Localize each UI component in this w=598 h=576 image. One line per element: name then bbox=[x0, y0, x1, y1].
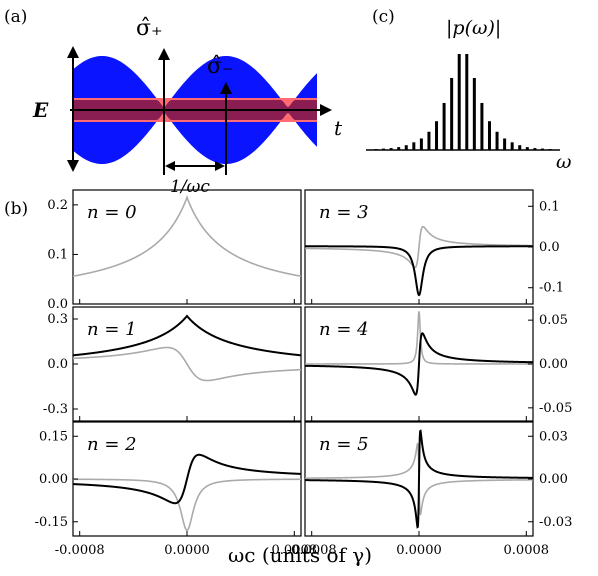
time-label: t bbox=[334, 116, 343, 140]
subplot-label: n = 1 bbox=[87, 319, 137, 340]
ytick-label: 0.0 bbox=[47, 357, 68, 372]
xtick-label: 0.0000 bbox=[396, 543, 442, 558]
subplot-n2: 0.15 0.00 -0.15 -0.0008 0.0000 0.0008 n = 2 bbox=[35, 421, 318, 558]
subplot-grid: 0.20.10.0n = 0 0.10.0-0.1n = 30.30.0-0.3n… bbox=[35, 189, 572, 558]
xtick-label: 0.0000 bbox=[164, 543, 210, 558]
panel-c: (c) |p(ω)| ω bbox=[366, 7, 572, 173]
period-arrow-right bbox=[215, 161, 225, 171]
panel-b-label: (b) bbox=[4, 199, 28, 219]
series-line-1 bbox=[73, 453, 301, 505]
ytick-label: 0.3 bbox=[47, 312, 68, 327]
spectrum-xlabel: ω bbox=[556, 151, 572, 173]
ytick-label: -0.05 bbox=[539, 401, 572, 416]
series-line-0 bbox=[305, 311, 533, 365]
series-line-0 bbox=[305, 225, 533, 269]
ytick-label: 0.1 bbox=[539, 199, 560, 214]
xtick-label: 0.0008 bbox=[504, 543, 550, 558]
subplot-n3: 0.1 0.0 -0.1 n = 3 bbox=[304, 189, 564, 305]
field-arrow-up bbox=[67, 46, 79, 58]
ytick-label: 0.00 bbox=[539, 357, 568, 372]
panel-c-label: (c) bbox=[372, 7, 395, 27]
ytick-label: 0.15 bbox=[39, 429, 68, 444]
subplot-n0: 0.2 0.1 0.0 n = 0 bbox=[47, 189, 302, 312]
sigma-minus-arrowhead bbox=[220, 82, 232, 94]
ytick-label: 0.00 bbox=[539, 472, 568, 487]
panel-a: (a) σ̂₊ σ̂₋ E t 1/ωc bbox=[4, 7, 343, 197]
series-line-1 bbox=[73, 314, 301, 357]
ytick-label: 0.00 bbox=[39, 472, 68, 487]
field-label: E bbox=[32, 98, 49, 122]
subplot-label: n = 3 bbox=[319, 202, 369, 223]
ytick-label: 0.0 bbox=[539, 240, 560, 255]
spectrum-bars bbox=[366, 54, 560, 151]
ytick-label: 0.1 bbox=[47, 247, 68, 262]
field-arrow-down bbox=[67, 160, 79, 172]
xtick-label: 0.0008 bbox=[272, 543, 318, 558]
ytick-label: 0.0 bbox=[47, 297, 68, 312]
panel-a-label: (a) bbox=[4, 7, 27, 27]
ytick-label: -0.15 bbox=[35, 515, 68, 530]
period-arrow-left bbox=[165, 161, 175, 171]
sigma-minus-label: σ̂₋ bbox=[207, 54, 234, 79]
series-line-0 bbox=[73, 195, 301, 277]
series-line-1 bbox=[305, 429, 533, 529]
subplot-label: n = 5 bbox=[319, 434, 369, 455]
time-arrowhead bbox=[320, 104, 332, 116]
panel-b: (b) 0.20.10.0n = 0 0.10.0-0.1n = 30.30.0-… bbox=[4, 189, 572, 567]
series-line-1 bbox=[305, 245, 533, 297]
subplot-n5: 0.03 0.00 -0.03 -0.0008 0.0000 0.0008 n = 5 bbox=[287, 421, 572, 558]
subplot-n1: 0.3 0.0 -0.3 n = 1 bbox=[43, 306, 302, 422]
xtick-label: -0.0008 bbox=[287, 543, 337, 558]
sigma-plus-arrowhead bbox=[158, 48, 170, 60]
ytick-label: 0.05 bbox=[539, 313, 568, 328]
ytick-label: -0.1 bbox=[539, 281, 564, 296]
ytick-label: 0.03 bbox=[539, 429, 568, 444]
sigma-plus-label: σ̂₊ bbox=[136, 16, 163, 41]
ytick-label: -0.3 bbox=[43, 402, 68, 417]
xtick-label: -0.0008 bbox=[55, 543, 105, 558]
series-line-1 bbox=[305, 332, 533, 396]
series-line-0 bbox=[73, 346, 301, 382]
subplot-n4: 0.05 0.00 -0.05 n = 4 bbox=[304, 306, 572, 422]
ytick-label: -0.03 bbox=[539, 515, 572, 530]
period-label: 1/ωc bbox=[170, 177, 210, 197]
subplot-label: n = 2 bbox=[87, 434, 137, 455]
spectrum-ylabel: |p(ω)| bbox=[446, 17, 501, 39]
subplot-label: n = 4 bbox=[319, 319, 369, 340]
ytick-label: 0.2 bbox=[47, 198, 68, 213]
shared-xlabel: ωc (units of γ) bbox=[228, 543, 372, 567]
subplot-label: n = 0 bbox=[87, 202, 137, 223]
series-line-0 bbox=[73, 478, 301, 532]
